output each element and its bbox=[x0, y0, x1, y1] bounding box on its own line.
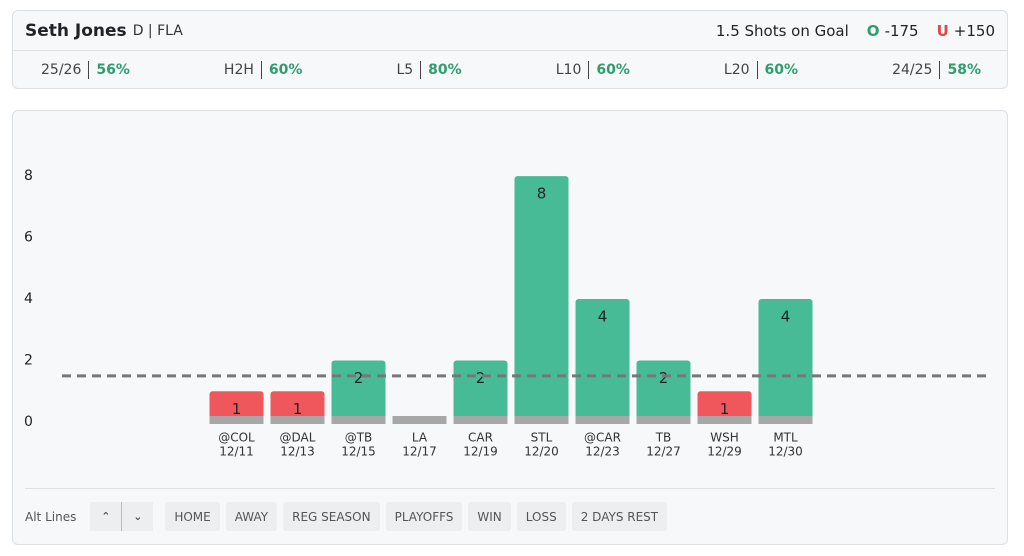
bar bbox=[331, 360, 386, 422]
y-tick-label: 8 bbox=[24, 168, 33, 184]
bar bbox=[758, 299, 813, 422]
stat-label: H2H bbox=[224, 61, 262, 79]
stat-label: L5 bbox=[396, 61, 422, 79]
y-tick-label: 2 bbox=[24, 353, 33, 369]
x-tick-label: @COL bbox=[218, 431, 255, 445]
value-label: 2 bbox=[659, 369, 669, 387]
under-price: +150 bbox=[953, 21, 995, 40]
stats-row: 25/26 56% H2H 60% L5 80% L10 60% L20 60% 24/25 58% bbox=[13, 51, 1007, 89]
x-tick-date: 12/27 bbox=[646, 445, 681, 459]
filter-button[interactable]: LOSS bbox=[516, 502, 566, 531]
bar bbox=[697, 391, 752, 422]
alt-line-up[interactable]: ⌃ bbox=[90, 502, 122, 531]
x-tick-date: 12/20 bbox=[524, 445, 559, 459]
value-label: 2 bbox=[354, 369, 364, 387]
stat[interactable]: 25/26 56% bbox=[41, 61, 130, 79]
player-position: D | FLA bbox=[132, 22, 183, 39]
over-price: -175 bbox=[884, 21, 919, 40]
stat-value: 60% bbox=[764, 62, 799, 78]
bar bbox=[575, 299, 630, 422]
filter-bar: Alt Lines ⌃ ⌄ HOME AWAY REG SEASON PLAYOFFS… bbox=[25, 502, 673, 531]
x-tick-date: 12/30 bbox=[768, 445, 803, 459]
x-tick-date: 12/19 bbox=[463, 445, 498, 459]
x-tick-date: 12/29 bbox=[707, 445, 742, 459]
filter-button[interactable]: 2 DAYS REST bbox=[571, 502, 668, 531]
x-tick-label: MTL bbox=[773, 431, 798, 445]
stat-label: 24/25 bbox=[892, 61, 941, 79]
bar-base bbox=[697, 416, 752, 424]
over-odds[interactable]: O -175 bbox=[867, 22, 919, 40]
bar bbox=[514, 176, 569, 422]
filter-button[interactable]: HOME bbox=[165, 502, 220, 531]
value-label: 1 bbox=[232, 400, 242, 418]
alt-line-stepper: ⌃ ⌄ bbox=[90, 502, 154, 531]
alt-line-down[interactable]: ⌄ bbox=[121, 502, 154, 531]
stat-label: 25/26 bbox=[41, 61, 90, 79]
value-label: 8 bbox=[537, 185, 547, 203]
x-tick-label: LA bbox=[412, 431, 428, 445]
bar-base bbox=[575, 416, 630, 424]
stat-value: 58% bbox=[947, 62, 981, 78]
value-label: 1 bbox=[293, 400, 303, 418]
chart: 024681@COL12/111@DAL12/132@TB12/15LA12/1… bbox=[24, 168, 992, 459]
x-tick-label: @CAR bbox=[584, 431, 621, 445]
stat-value: 80% bbox=[428, 62, 462, 78]
stat[interactable]: L10 60% bbox=[556, 61, 630, 79]
stat[interactable]: 24/25 58% bbox=[892, 61, 981, 79]
x-tick-date: 12/11 bbox=[219, 445, 254, 459]
bar-base bbox=[331, 416, 386, 424]
bar bbox=[270, 391, 325, 422]
x-tick-label: WSH bbox=[710, 431, 739, 445]
x-tick-label: TB bbox=[655, 431, 672, 445]
prop-card: Seth Jones D | FLA 1.5 Shots on Goal O -1… bbox=[12, 10, 1008, 89]
y-tick-label: 4 bbox=[24, 291, 33, 307]
under-odds[interactable]: U +150 bbox=[937, 22, 995, 40]
separator bbox=[25, 488, 995, 489]
chart-card: Alt Lines ⌃ ⌄ HOME AWAY REG SEASON PLAYOFFS… bbox=[12, 110, 1008, 545]
value-label: 2 bbox=[476, 369, 486, 387]
over-label: O bbox=[866, 21, 880, 40]
filter-button[interactable]: WIN bbox=[468, 502, 511, 531]
x-tick-date: 12/17 bbox=[402, 445, 437, 459]
bar bbox=[209, 391, 264, 422]
bar-base bbox=[758, 416, 813, 424]
filter-button[interactable]: PLAYOFFS bbox=[385, 502, 463, 531]
stat-value: 60% bbox=[268, 62, 303, 78]
x-tick-label: CAR bbox=[468, 431, 493, 445]
bar-base bbox=[453, 416, 508, 424]
x-tick-date: 12/23 bbox=[585, 445, 620, 459]
x-tick-label: @TB bbox=[345, 431, 373, 445]
x-tick-date: 12/13 bbox=[280, 445, 315, 459]
stat-label: L20 bbox=[724, 61, 758, 79]
bar-base bbox=[636, 416, 691, 424]
value-label: 4 bbox=[598, 308, 608, 326]
stat-value: 56% bbox=[96, 62, 130, 78]
bar-base bbox=[209, 416, 264, 424]
x-tick-date: 12/15 bbox=[341, 445, 376, 459]
player-name: Seth Jones bbox=[25, 20, 127, 41]
x-tick-label: STL bbox=[531, 431, 553, 445]
filter-button[interactable]: REG SEASON bbox=[283, 502, 380, 531]
bar-base bbox=[270, 416, 325, 424]
under-label: U bbox=[936, 21, 949, 40]
y-tick-label: 0 bbox=[24, 414, 33, 430]
market: 1.5 Shots on Goal bbox=[715, 21, 849, 40]
stat[interactable]: H2H 60% bbox=[224, 61, 302, 79]
stat-label: L10 bbox=[556, 61, 590, 79]
stat-value: 60% bbox=[596, 62, 630, 78]
bar-base bbox=[392, 416, 447, 424]
value-label: 1 bbox=[720, 400, 730, 418]
stat[interactable]: L5 80% bbox=[396, 61, 462, 79]
alt-lines-label: Alt Lines bbox=[25, 509, 77, 524]
bar-base bbox=[514, 416, 569, 424]
value-label: 4 bbox=[781, 308, 791, 326]
x-tick-label: @DAL bbox=[280, 431, 316, 445]
prop-header: Seth Jones D | FLA 1.5 Shots on Goal O -1… bbox=[13, 11, 1007, 51]
y-tick-label: 6 bbox=[24, 230, 33, 246]
stat[interactable]: L20 60% bbox=[724, 61, 798, 79]
filter-button[interactable]: AWAY bbox=[225, 502, 278, 531]
